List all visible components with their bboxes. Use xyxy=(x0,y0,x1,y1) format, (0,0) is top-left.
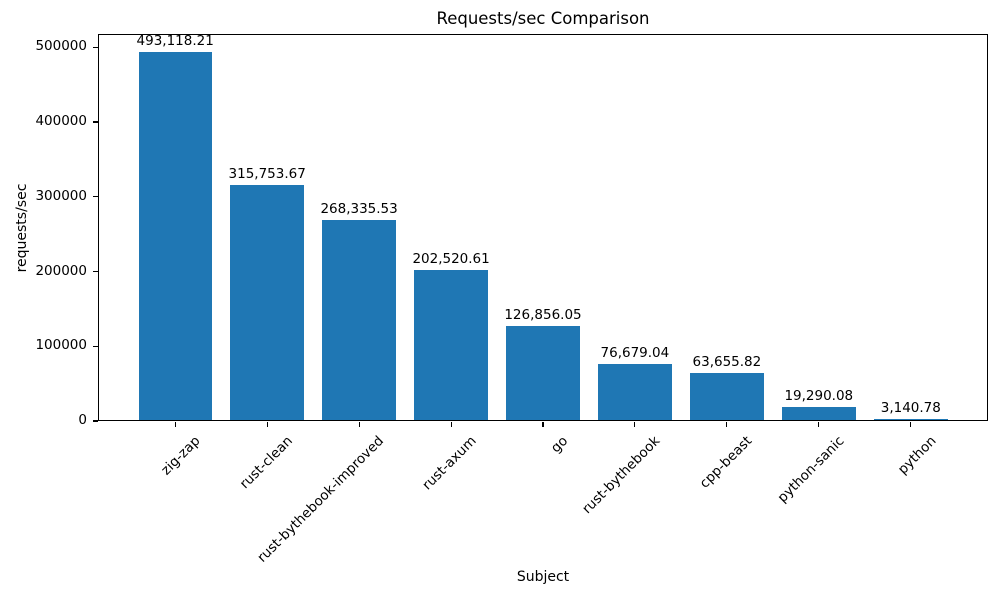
x-tick-mark xyxy=(266,422,268,427)
bar-cpp-beast xyxy=(690,373,764,421)
bar-value-label: 63,655.82 xyxy=(692,354,762,371)
bar-python xyxy=(874,418,948,421)
x-tick-mark xyxy=(542,422,544,427)
y-tick-label: 300000 xyxy=(35,187,87,204)
bar-value-label: 126,856.05 xyxy=(504,307,582,324)
chart-title: Requests/sec Comparison xyxy=(436,9,650,28)
x-tick-mark xyxy=(634,422,636,427)
x-tick-mark xyxy=(726,422,728,427)
bar-value-label: 493,118.21 xyxy=(136,33,214,50)
y-tick-label: 200000 xyxy=(35,262,87,279)
bar-value-label: 3,140.78 xyxy=(880,399,941,416)
x-tick-label-python-sanic: python-sanic xyxy=(774,433,848,506)
bar-value-label: 202,520.61 xyxy=(412,250,490,267)
bar-value-label: 19,290.08 xyxy=(784,387,854,404)
bar-zig-zap xyxy=(138,52,213,421)
x-axis-label: Subject xyxy=(516,569,570,585)
y-tick-label: 0 xyxy=(78,412,87,428)
x-tick-label-go: go xyxy=(548,433,572,457)
x-tick-mark xyxy=(174,422,176,427)
bar-go xyxy=(506,326,580,421)
bar-rust-axum xyxy=(414,269,488,421)
y-tick-label: 400000 xyxy=(35,113,87,129)
bar-rust-bythebook-improved xyxy=(322,220,396,421)
y-tick-mark xyxy=(93,196,98,198)
x-tick-label-python: python xyxy=(894,433,940,478)
bar-value-label: 268,335.53 xyxy=(320,201,398,218)
x-tick-label-rust-axum: rust-axum xyxy=(419,433,480,494)
x-tick-label-rust-clean: rust-clean xyxy=(236,433,296,493)
y-tick-mark xyxy=(93,345,98,347)
x-tick-label-cpp-beast: cpp-beast xyxy=(696,433,756,492)
y-tick-label: 500000 xyxy=(35,38,87,55)
y-tick-label: 100000 xyxy=(35,337,87,354)
bar-value-label: 315,753.67 xyxy=(228,166,306,182)
x-tick-label-zig-zap: zig-zap xyxy=(158,433,204,479)
bar-rust-bythebook xyxy=(598,363,672,421)
y-tick-mark xyxy=(93,46,98,48)
x-tick-mark xyxy=(910,422,912,427)
bar-rust-clean xyxy=(230,185,304,421)
x-tick-mark xyxy=(450,422,452,427)
y-tick-mark xyxy=(93,121,98,123)
bar-value-label: 76,679.04 xyxy=(600,344,670,361)
bar-python-sanic xyxy=(782,406,856,421)
x-tick-mark xyxy=(818,422,820,427)
y-tick-mark xyxy=(93,270,98,273)
x-tick-label-rust-bythebook: rust-bythebook xyxy=(579,433,664,518)
y-tick-mark xyxy=(93,420,98,422)
x-tick-mark xyxy=(358,422,360,427)
